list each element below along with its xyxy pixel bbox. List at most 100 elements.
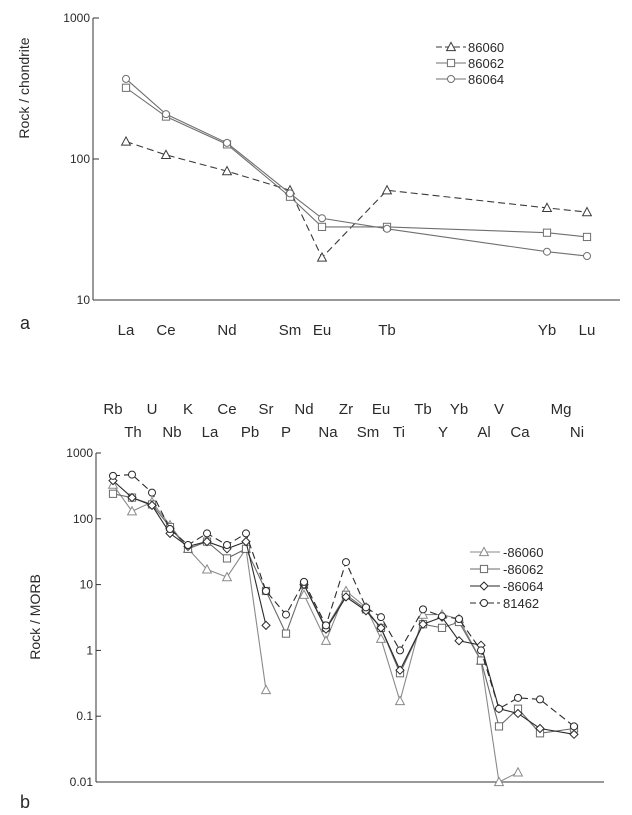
panel-b-legend-label: -86064 xyxy=(503,579,543,594)
panel-b-top-element-labels: Rb U K Ce Sr Nd Zr Eu Tb Yb V Mg xyxy=(103,401,571,418)
panel-b-point xyxy=(419,605,427,614)
panel-b-point xyxy=(570,722,578,731)
panel-b-label: b xyxy=(20,792,30,812)
panel-a-series-86062-line-0 xyxy=(125,87,588,238)
panel-b-point xyxy=(322,621,330,630)
panel-b-point xyxy=(166,524,174,533)
panel-b-point xyxy=(394,695,406,706)
panel-a-legend-marker xyxy=(445,41,457,52)
panel-b-point xyxy=(128,470,136,479)
panel-b-ylabel: Rock / MORB xyxy=(27,574,43,660)
panel-a-legend-item: 86064 xyxy=(436,72,504,87)
panel-b-series-81462 xyxy=(109,470,578,731)
panel-b-bottom-element-label: Th xyxy=(124,424,142,441)
panel-a-x-tick-label: Sm xyxy=(279,322,302,339)
panel-b-top-element-label: Tb xyxy=(414,401,432,418)
panel-a-y-tick-label: 10 xyxy=(77,293,91,307)
panel-b-legend-item: -86060 xyxy=(470,545,543,560)
panel-a-series-86064-line-0 xyxy=(125,78,588,257)
panel-b-point xyxy=(477,646,485,655)
panel-a-legend-label: 86064 xyxy=(468,72,504,87)
panel-a-point xyxy=(383,224,391,233)
panel-b-point xyxy=(493,776,505,787)
panel-a-x-tick-label: Yb xyxy=(538,322,556,339)
panel-b-top-element-label: Eu xyxy=(372,401,390,418)
panel-b-legend-marker xyxy=(479,564,489,574)
panel-b-legend-marker xyxy=(478,546,490,557)
panel-b-point xyxy=(375,633,387,643)
panel-b-series--86064 xyxy=(108,475,579,740)
panel-a-x-tick-label: La xyxy=(118,322,135,339)
panel-b-point xyxy=(513,708,523,719)
panel-b-y-tick-label: 0.1 xyxy=(76,709,93,723)
panel-b-point xyxy=(201,563,213,574)
panel-a-legend-marker xyxy=(446,58,456,68)
panel-b-bottom-element-label: Y xyxy=(438,424,448,441)
panel-b-y-tick-label: 1 xyxy=(86,643,93,657)
panel-a-point xyxy=(122,74,130,83)
panel-b-point xyxy=(126,505,138,516)
panel-b-bottom-element-label: Al xyxy=(477,424,490,441)
panel-b-top-element-label: Sr xyxy=(259,401,274,418)
panel-b-top-element-label: K xyxy=(183,401,193,418)
panel-a-point xyxy=(223,138,231,147)
panel-a-x-tick-label: Tb xyxy=(378,322,396,339)
panel-b-bottom-element-label: Ca xyxy=(510,424,530,441)
panel-a-label: a xyxy=(20,313,31,333)
panel-a-y-tick-label: 1000 xyxy=(63,11,90,25)
panel-b-point xyxy=(241,536,251,547)
panel-b-point xyxy=(376,623,386,633)
panel-a-y-ticks: 10 100 1000 xyxy=(63,11,99,307)
panel-b-point xyxy=(108,489,118,498)
panel-b-top-element-label: Rb xyxy=(103,401,122,418)
panel-b-point xyxy=(261,620,271,631)
panel-b-bottom-element-label: Pb xyxy=(241,424,259,441)
panel-b-point xyxy=(320,635,332,645)
panel-b-series-81462-line-0 xyxy=(112,474,575,727)
panel-a-y-tick-label: 100 xyxy=(70,152,90,166)
panel-b-point xyxy=(184,540,192,549)
panel-b-top-element-label: Yb xyxy=(450,401,468,418)
panel-a-point xyxy=(381,184,393,195)
panel-b-point xyxy=(222,554,232,563)
panel-b-point xyxy=(262,586,270,595)
panel-b-legend-item: -86064 xyxy=(470,579,543,594)
panel-a-x-tick-label: Ce xyxy=(156,322,175,339)
panel-b-point xyxy=(362,603,370,612)
panel-a-series-86060-line-0 xyxy=(125,141,588,259)
panel-b-point xyxy=(418,619,428,629)
panel-b-point xyxy=(569,729,579,740)
panel-a-point xyxy=(543,247,551,256)
panel-b-point xyxy=(536,695,544,704)
panel-b-point xyxy=(260,684,272,695)
panel-b-point xyxy=(109,471,117,480)
panel-b-point xyxy=(242,529,250,538)
panel-b-point xyxy=(455,615,463,624)
panel-b-legend-marker xyxy=(479,581,489,591)
panel-b-legend-label: 81462 xyxy=(503,596,539,611)
panel-b-point xyxy=(202,536,212,547)
panel-a-series-86064 xyxy=(122,74,591,261)
panel-a-series-86060 xyxy=(120,135,593,262)
panel-b-point xyxy=(342,558,350,567)
panel-b-point xyxy=(514,693,522,702)
panel-a-point xyxy=(120,135,132,146)
panel-a-point xyxy=(318,214,326,223)
panel-b-point xyxy=(494,722,504,731)
panel-b-legend-label: -86060 xyxy=(503,545,543,560)
panel-b: b Rock / MORB Rb U K Ce Sr Nd Zr Eu Tb Yb V Mg Th Nb… xyxy=(20,401,604,812)
panel-a-point xyxy=(317,222,327,231)
panel-b-point xyxy=(298,589,310,599)
panel-b-series xyxy=(107,470,579,787)
panel-b-point xyxy=(476,656,486,665)
panel-b-point xyxy=(437,623,447,632)
panel-b-bottom-element-label: Ni xyxy=(570,424,584,441)
panel-a-point xyxy=(160,149,172,159)
panel-b-point xyxy=(341,592,351,602)
panel-a-point xyxy=(316,251,328,262)
panel-a-point xyxy=(162,110,170,119)
panel-a-point xyxy=(221,165,233,176)
panel-a-point xyxy=(541,202,553,212)
panel-b-top-element-label: Nd xyxy=(294,401,313,418)
